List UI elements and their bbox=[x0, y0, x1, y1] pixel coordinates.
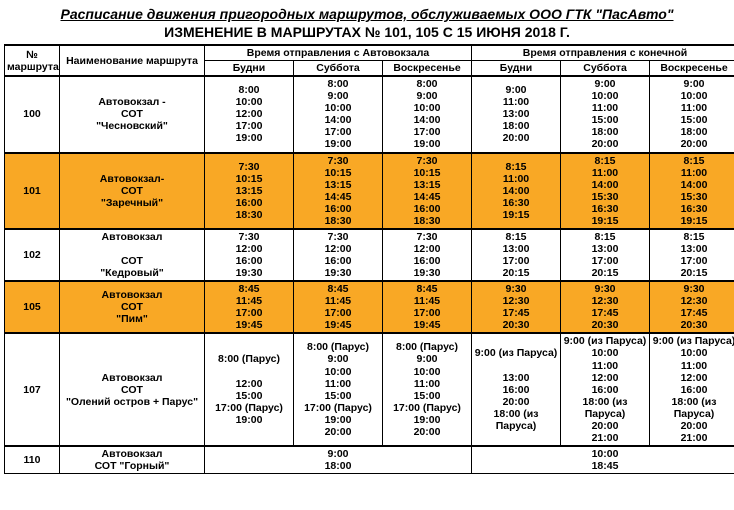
terminal-sunday: 9:00 10:00 11:00 15:00 18:00 20:00 bbox=[650, 76, 734, 152]
route-number: 107 bbox=[5, 333, 60, 446]
terminal-saturday: 9:00 (из Паруса) 10:00 11:00 12:00 16:00… bbox=[561, 333, 650, 446]
station-sunday: 8:00 9:00 10:00 14:00 17:00 19:00 bbox=[383, 76, 472, 152]
subtitle: ИЗМЕНЕНИЕ В МАРШРУТАХ № 101, 105 С 15 ИЮ… bbox=[4, 24, 730, 40]
table-row: 100Автовокзал - СОТ "Чесновский"8:00 10:… bbox=[5, 76, 734, 152]
terminal-saturday: 9:30 12:30 17:45 20:30 bbox=[561, 281, 650, 333]
terminal-saturday: 8:15 13:00 17:00 20:15 bbox=[561, 229, 650, 281]
terminal-saturday: 9:00 10:00 11:00 15:00 18:00 20:00 bbox=[561, 76, 650, 152]
table-body: 100Автовокзал - СОТ "Чесновский"8:00 10:… bbox=[5, 76, 734, 473]
header-sunday-1: Воскресенье bbox=[383, 61, 472, 77]
station-saturday: 7:30 10:15 13:15 14:45 16:00 18:30 bbox=[294, 153, 383, 229]
header-station: Время отправления с Автовокзала bbox=[205, 45, 472, 61]
header-weekday-2: Будни bbox=[472, 61, 561, 77]
terminal-weekday: 8:15 11:00 14:00 16:30 19:15 bbox=[472, 153, 561, 229]
terminal-weekday: 9:00 (из Паруса) 13:00 16:00 20:00 18:00… bbox=[472, 333, 561, 446]
terminal-sunday: 8:15 13:00 17:00 20:15 bbox=[650, 229, 734, 281]
header-saturday-2: Суббота bbox=[561, 61, 650, 77]
station-saturday: 8:00 (Парус) 9:00 10:00 11:00 15:00 17:0… bbox=[294, 333, 383, 446]
station-weekday: 7:30 10:15 13:15 16:00 18:30 bbox=[205, 153, 294, 229]
station-times: 9:00 18:00 bbox=[205, 446, 472, 474]
station-weekday: 8:00 (Парус) 12:00 15:00 17:00 (Парус) 1… bbox=[205, 333, 294, 446]
terminal-sunday: 9:30 12:30 17:45 20:30 bbox=[650, 281, 734, 333]
header-name: Наименование маршрута bbox=[60, 45, 205, 76]
table-row: 105Автовокзал СОТ "Пим"8:45 11:45 17:00 … bbox=[5, 281, 734, 333]
route-name: Автовокзал СОТ "Пим" bbox=[60, 281, 205, 333]
table-header: № маршрута Наименование маршрута Время о… bbox=[5, 45, 734, 76]
header-weekday-1: Будни bbox=[205, 61, 294, 77]
terminal-weekday: 8:15 13:00 17:00 20:15 bbox=[472, 229, 561, 281]
station-weekday: 7:30 12:00 16:00 19:30 bbox=[205, 229, 294, 281]
route-name: Автовокзал СОТ "Кедровый" bbox=[60, 229, 205, 281]
route-name: Автовокзал СОТ "Горный" bbox=[60, 446, 205, 474]
header-terminal: Время отправления с конечной bbox=[472, 45, 734, 61]
table-row: 102Автовокзал СОТ "Кедровый"7:30 12:00 1… bbox=[5, 229, 734, 281]
route-number: 100 bbox=[5, 76, 60, 152]
schedule-table: № маршрута Наименование маршрута Время о… bbox=[4, 44, 734, 474]
table-row: 107Автовокзал СОТ "Олений остров + Парус… bbox=[5, 333, 734, 446]
header-sunday-2: Воскресенье bbox=[650, 61, 734, 77]
station-saturday: 7:30 12:00 16:00 19:30 bbox=[294, 229, 383, 281]
station-weekday: 8:45 11:45 17:00 19:45 bbox=[205, 281, 294, 333]
route-name: Автовокзал СОТ "Олений остров + Парус" bbox=[60, 333, 205, 446]
station-sunday: 8:00 (Парус) 9:00 10:00 11:00 15:00 17:0… bbox=[383, 333, 472, 446]
route-number: 110 bbox=[5, 446, 60, 474]
route-name: Автовокзал- СОТ "Заречный" bbox=[60, 153, 205, 229]
table-row: 101Автовокзал- СОТ "Заречный"7:30 10:15 … bbox=[5, 153, 734, 229]
route-number: 101 bbox=[5, 153, 60, 229]
main-title: Расписание движения пригородных маршруто… bbox=[4, 6, 730, 22]
route-name: Автовокзал - СОТ "Чесновский" bbox=[60, 76, 205, 152]
header-num: № маршрута bbox=[5, 45, 60, 76]
terminal-sunday: 9:00 (из Паруса) 10:00 11:00 12:00 16:00… bbox=[650, 333, 734, 446]
station-sunday: 7:30 12:00 16:00 19:30 bbox=[383, 229, 472, 281]
station-weekday: 8:00 10:00 12:00 17:00 19:00 bbox=[205, 76, 294, 152]
terminal-weekday: 9:30 12:30 17:45 20:30 bbox=[472, 281, 561, 333]
table-row: 110Автовокзал СОТ "Горный"9:00 18:0010:0… bbox=[5, 446, 734, 474]
route-number: 102 bbox=[5, 229, 60, 281]
station-sunday: 7:30 10:15 13:15 14:45 16:00 18:30 bbox=[383, 153, 472, 229]
station-saturday: 8:00 9:00 10:00 14:00 17:00 19:00 bbox=[294, 76, 383, 152]
terminal-sunday: 8:15 11:00 14:00 15:30 16:30 19:15 bbox=[650, 153, 734, 229]
route-number: 105 bbox=[5, 281, 60, 333]
station-saturday: 8:45 11:45 17:00 19:45 bbox=[294, 281, 383, 333]
terminal-saturday: 8:15 11:00 14:00 15:30 16:30 19:15 bbox=[561, 153, 650, 229]
terminal-times: 10:00 18:45 bbox=[472, 446, 734, 474]
terminal-weekday: 9:00 11:00 13:00 18:00 20:00 bbox=[472, 76, 561, 152]
header-saturday-1: Суббота bbox=[294, 61, 383, 77]
station-sunday: 8:45 11:45 17:00 19:45 bbox=[383, 281, 472, 333]
